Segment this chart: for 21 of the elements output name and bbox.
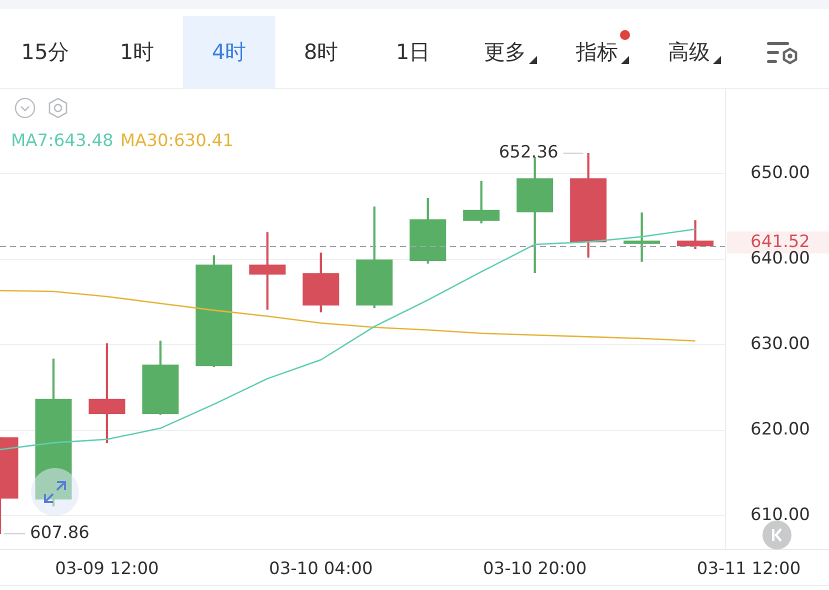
candlestick bbox=[624, 212, 660, 262]
text: 1日 bbox=[396, 39, 430, 66]
x-tick-label: 03-10 20:00 bbox=[482, 559, 587, 580]
text: 高级 bbox=[668, 39, 710, 66]
tab: 4时 bbox=[183, 16, 275, 88]
text: MA7:643.48 bbox=[11, 131, 114, 151]
text: MA30:630.41 bbox=[120, 131, 234, 151]
x-tick-label: 03-10 04:00 bbox=[269, 559, 373, 580]
text: 1时 bbox=[120, 39, 154, 66]
text: 更多 bbox=[484, 39, 526, 66]
x-tick-label: 03-11 12:00 bbox=[696, 559, 801, 580]
y-tick-label: 610.00 bbox=[750, 504, 810, 525]
y-tick-label: 620.00 bbox=[750, 419, 810, 440]
text: 8时 bbox=[304, 39, 338, 66]
text: 指标 bbox=[576, 39, 618, 66]
annotation: 607.86 bbox=[30, 523, 90, 544]
y-tick-label: 650.00 bbox=[750, 162, 810, 183]
x-tick-label: 03-09 12:00 bbox=[55, 559, 159, 580]
text: 15分 bbox=[21, 39, 69, 66]
y-tick-label: 630.00 bbox=[750, 334, 810, 354]
annotation: 652.36 bbox=[498, 142, 558, 163]
